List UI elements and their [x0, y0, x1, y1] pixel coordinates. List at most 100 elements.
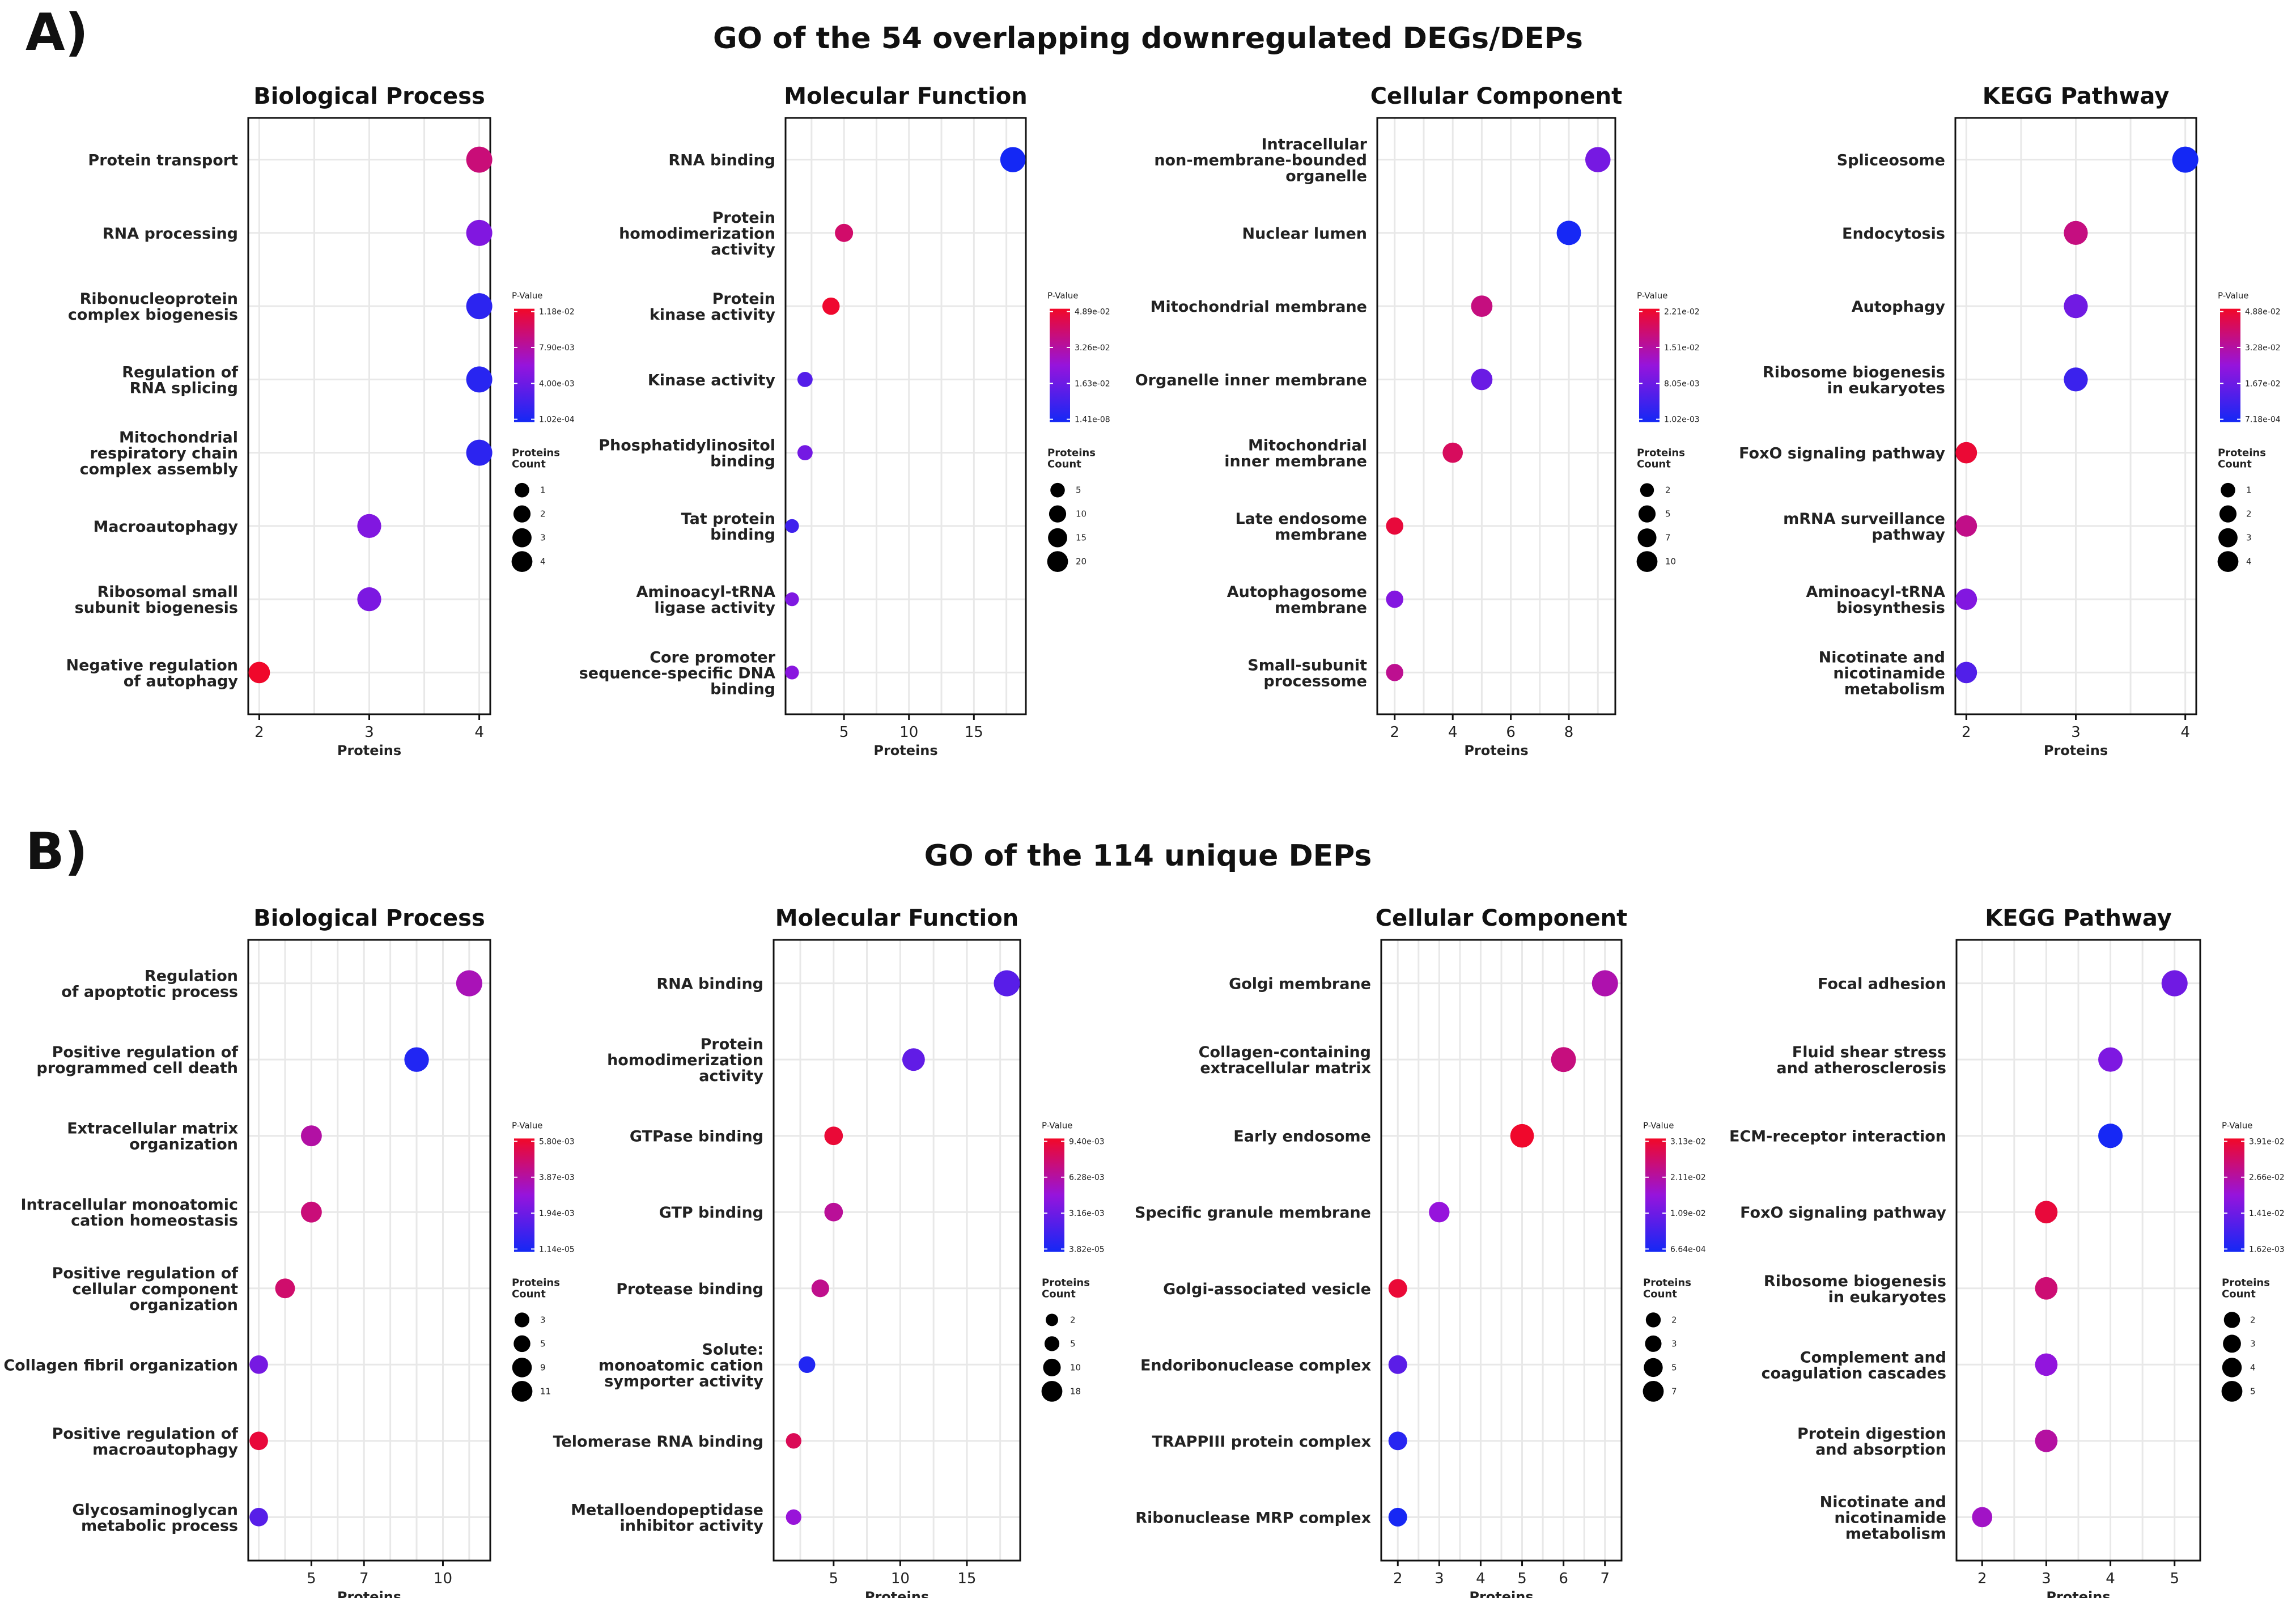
data-point	[248, 662, 270, 684]
category-label: TRAPPIII protein complex	[1152, 1433, 1371, 1451]
data-point	[1972, 1507, 1993, 1528]
data-point	[822, 297, 840, 315]
data-point	[357, 587, 381, 612]
data-point	[1388, 1431, 1407, 1451]
colorbar	[1044, 1138, 1064, 1252]
category-label: Protein transport	[88, 152, 238, 169]
size-legend-label: 7	[1665, 533, 1671, 543]
category-label: Aminoacyl-tRNA ligase activity	[636, 583, 775, 617]
size-legend-label: 3	[2246, 533, 2252, 543]
category-label: Ribosome biogenesis in eukaryotes	[1763, 363, 1945, 397]
data-point	[275, 1278, 295, 1299]
colorbar	[2220, 308, 2240, 422]
chart-title: KEGG Pathway	[1985, 905, 2172, 931]
data-point	[786, 1509, 801, 1525]
size-legend-dot	[2219, 505, 2237, 523]
data-point	[824, 1202, 843, 1222]
category-label: FoxO signaling pathway	[1739, 445, 1945, 463]
size-legend-dot	[2217, 551, 2239, 573]
data-point	[1955, 442, 1977, 464]
x-tick-label: 2	[1962, 724, 1971, 741]
category-label: Core promoter sequence-specific DNA bindin…	[579, 648, 776, 698]
data-point	[466, 366, 493, 393]
colorbar-tick-label: 4.88e-02	[2245, 308, 2281, 317]
size-legend-dot	[1637, 528, 1657, 548]
category-label: Protein kinase activity	[650, 290, 776, 324]
data-point	[2035, 1353, 2058, 1376]
legend-title-pvalue: P-Value	[1637, 291, 1667, 301]
colorbar-tick-label: 1.14e-05	[539, 1245, 575, 1254]
category-label: FoxO signaling pathway	[1740, 1204, 1946, 1222]
x-axis-label: Proteins	[1464, 743, 1528, 758]
section-title-a: GO of the 54 overlapping downregulated D…	[713, 22, 1583, 56]
x-tick-label: 7	[359, 1570, 369, 1587]
data-point	[1386, 517, 1403, 535]
data-point	[1551, 1047, 1576, 1073]
panel-letter-a: A)	[26, 3, 88, 62]
size-legend-dot	[2218, 528, 2238, 548]
category-label: Mitochondrial respiratory chain complex as…	[80, 429, 239, 478]
plot-area	[774, 940, 1020, 1561]
legend-title-count: Proteins Count	[2222, 1277, 2270, 1300]
size-legend-label: 1	[540, 485, 546, 495]
size-legend-dot	[2222, 1358, 2242, 1377]
category-label: RNA binding	[656, 976, 763, 993]
x-tick-label: 6	[1559, 1570, 1568, 1587]
category-label: Positive regulation of cellular component…	[52, 1265, 239, 1314]
legend-title-pvalue: P-Value	[512, 291, 542, 301]
data-point	[2172, 146, 2199, 173]
size-legend-label: 2	[1671, 1315, 1677, 1325]
x-tick-label: 5	[307, 1570, 316, 1587]
x-tick-label: 6	[1506, 724, 1516, 741]
size-legend-label: 10	[1665, 557, 1676, 567]
category-label: Organelle inner membrane	[1135, 371, 1367, 389]
x-tick-label: 3	[2042, 1570, 2051, 1587]
x-axis-label: Proteins	[1469, 1589, 1533, 1598]
x-tick-label: 5	[1517, 1570, 1527, 1587]
category-label: Spliceosome	[1837, 152, 1945, 169]
category-label: ECM-receptor interaction	[1729, 1128, 1946, 1146]
data-point	[1510, 1124, 1534, 1148]
legend-title-pvalue: P-Value	[2222, 1120, 2252, 1130]
colorbar-tick-label: 1.02e-04	[539, 416, 575, 425]
x-tick-label: 2	[254, 724, 264, 741]
colorbar-tick-label: 6.64e-04	[1670, 1245, 1706, 1254]
chart-panel-5: Biological Process Regulation of apoptotic…	[3, 905, 574, 1598]
size-legend-label: 7	[1671, 1386, 1677, 1396]
size-legend-dot	[511, 1381, 533, 1402]
category-label: Solute: monoatomic cation symporter activi…	[599, 1341, 763, 1390]
size-legend-label: 2	[1070, 1315, 1076, 1325]
colorbar	[1645, 1138, 1666, 1252]
colorbar-tick-label: 3.26e-02	[1075, 344, 1110, 353]
category-label: RNA processing	[103, 225, 238, 243]
colorbar-tick-label: 1.02e-03	[1664, 416, 1700, 425]
size-legend-label: 10	[1070, 1362, 1081, 1372]
category-label: Protein digestion and absorption	[1797, 1425, 1946, 1459]
data-point	[1955, 515, 1977, 537]
data-point	[1955, 588, 1977, 611]
colorbar-tick-label: 7.18e-04	[2245, 416, 2281, 425]
chart-title: Molecular Function	[775, 905, 1018, 931]
data-point	[2098, 1047, 2123, 1072]
size-legend-label: 11	[540, 1386, 551, 1396]
plot-frame	[247, 939, 491, 1562]
data-point	[786, 1433, 801, 1449]
x-axis-label: Proteins	[873, 743, 937, 758]
category-label: Ribosomal small subunit biogenesis	[75, 583, 238, 617]
x-tick-label: 10	[434, 1570, 452, 1587]
chart-title: Cellular Component	[1376, 905, 1628, 931]
data-point	[799, 1356, 816, 1374]
category-label: Golgi membrane	[1229, 976, 1371, 993]
category-label: Endoribonuclease complex	[1140, 1357, 1371, 1374]
x-axis-label: Proteins	[337, 743, 401, 758]
category-label: Ribonuclease MRP complex	[1135, 1509, 1371, 1527]
data-point	[2035, 1277, 2058, 1300]
chart-title: Molecular Function	[784, 83, 1027, 109]
data-point	[797, 371, 813, 387]
x-tick-label: 4	[2180, 724, 2190, 741]
panel-letter-b: B)	[26, 822, 88, 881]
data-point	[1388, 1507, 1407, 1527]
category-label: Telomerase RNA binding	[553, 1433, 763, 1451]
category-label: Regulation of RNA splicing	[122, 363, 238, 397]
data-point	[249, 1355, 268, 1374]
